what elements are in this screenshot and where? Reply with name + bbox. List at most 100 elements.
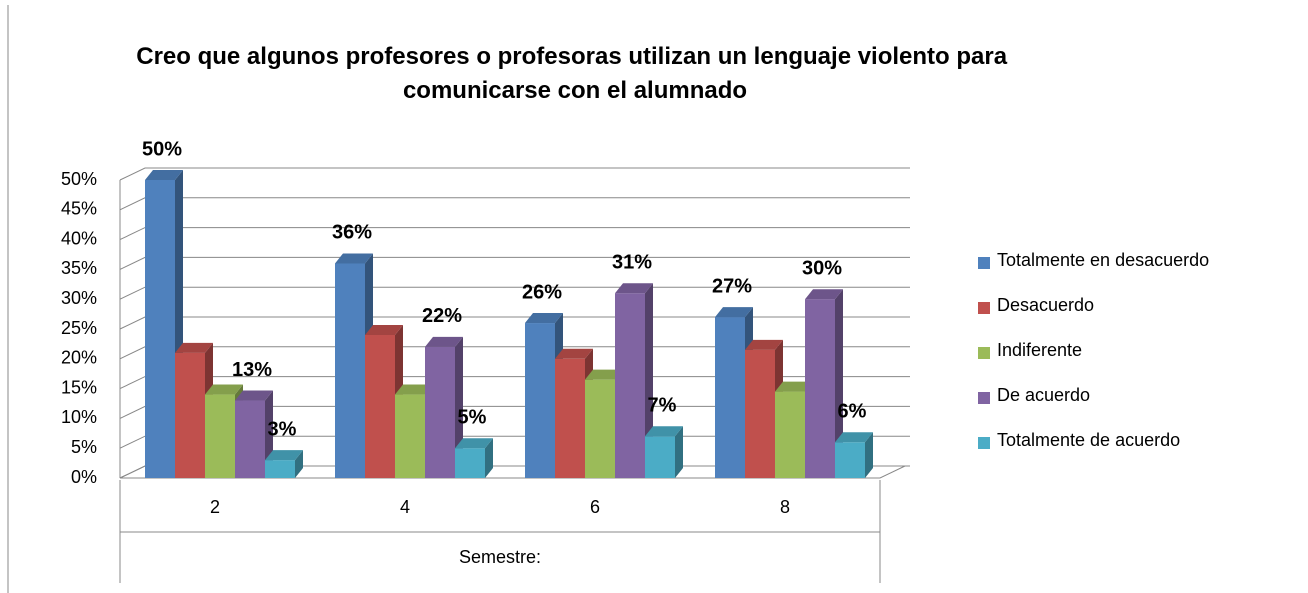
bar-side — [485, 438, 493, 478]
bar — [645, 426, 683, 478]
legend-label: Indiferente — [997, 340, 1082, 360]
grid-line — [119, 227, 910, 241]
value-label: 22% — [422, 305, 462, 327]
bar-front — [265, 460, 295, 478]
grid-line — [119, 167, 910, 181]
y-tick-label: 0% — [71, 467, 97, 487]
bar-side — [675, 426, 683, 478]
bar — [425, 336, 463, 478]
bar-front — [615, 293, 645, 478]
bar-front — [365, 334, 395, 478]
bar-top — [715, 307, 753, 318]
y-tick-label: 15% — [61, 377, 97, 397]
legend-label: Totalmente en desacuerdo — [997, 250, 1209, 270]
x-tick-label: 2 — [210, 497, 220, 517]
bar-top — [525, 313, 563, 324]
bar-front — [235, 400, 265, 478]
bar — [145, 170, 183, 478]
bar-front — [555, 358, 585, 478]
bar-top — [365, 324, 403, 335]
value-label: 13% — [232, 359, 272, 381]
bar-front — [835, 442, 865, 478]
grid-line — [119, 197, 910, 211]
x-axis-label: Semestre: — [459, 547, 541, 567]
x-tick-label: 8 — [780, 497, 790, 517]
bar-front — [745, 349, 775, 478]
value-label: 3% — [268, 418, 297, 440]
bar-front — [715, 317, 745, 478]
legend-swatch — [978, 302, 990, 314]
bar — [265, 450, 303, 478]
y-tick-label: 50% — [61, 169, 97, 189]
y-tick-label: 25% — [61, 318, 97, 338]
legend-swatch — [978, 392, 990, 404]
value-label: 30% — [802, 257, 842, 279]
legend-swatch — [978, 347, 990, 359]
bar-front — [455, 448, 485, 478]
y-tick-label: 35% — [61, 258, 97, 278]
bar-front — [205, 394, 235, 478]
grid-line — [119, 256, 910, 270]
bar-top — [805, 289, 843, 300]
bar-front — [585, 379, 615, 478]
bar-side — [835, 289, 843, 478]
bar — [455, 438, 493, 478]
title-line: comunicarse con el alumnado — [403, 77, 747, 104]
bar-top — [745, 339, 783, 350]
grid-line — [119, 346, 910, 360]
bar-side — [295, 450, 303, 478]
y-tick-label: 5% — [71, 437, 97, 457]
bar-top — [455, 438, 493, 449]
category-table — [119, 480, 881, 583]
bar-top — [235, 390, 273, 401]
bar — [175, 342, 213, 478]
legend-swatch — [978, 437, 990, 449]
bar — [805, 289, 843, 478]
bar-front — [805, 299, 835, 478]
x-tick-label: 6 — [590, 497, 600, 517]
chart-title: Creo que algunos profesores o profesoras… — [136, 43, 1014, 104]
bar-top — [335, 253, 373, 264]
bar-top — [395, 384, 433, 395]
legend-label: De acuerdo — [997, 385, 1090, 405]
y-tick-label: 30% — [61, 288, 97, 308]
bar-front — [775, 391, 805, 478]
bar-top — [585, 369, 623, 380]
bar-top — [835, 432, 873, 443]
bar-top — [205, 384, 243, 395]
bar-front — [425, 346, 455, 478]
bar-top — [645, 426, 683, 437]
bar-top — [425, 336, 463, 347]
grid-line — [119, 316, 910, 330]
bar-front — [145, 180, 175, 478]
legend-swatch — [978, 257, 990, 269]
value-label: 27% — [712, 275, 752, 297]
bar-front — [395, 394, 425, 478]
value-label: 7% — [648, 395, 677, 417]
bar — [835, 432, 873, 478]
value-label: 5% — [458, 406, 487, 428]
bar-front — [175, 352, 205, 478]
bar-front — [525, 323, 555, 478]
y-tick-label: 45% — [61, 199, 97, 219]
legend-label: Totalmente de acuerdo — [997, 430, 1180, 450]
grid-line — [119, 286, 910, 300]
y-tick-label: 20% — [61, 348, 97, 368]
title-line: Creo que algunos profesores o profesoras… — [136, 43, 1007, 70]
bar-top — [175, 342, 213, 353]
bar-top — [555, 348, 593, 359]
bar-top — [265, 450, 303, 461]
value-label: 50% — [142, 138, 182, 160]
bar-front — [335, 263, 365, 478]
bar-top — [145, 170, 183, 180]
value-label: 31% — [612, 252, 652, 274]
value-label: 36% — [332, 222, 372, 244]
legend-label: Desacuerdo — [997, 295, 1094, 315]
y-tick-label: 10% — [61, 407, 97, 427]
bar-side — [865, 432, 873, 478]
bar-top — [615, 283, 653, 294]
y-tick-label: 40% — [61, 228, 97, 248]
value-label: 26% — [522, 281, 562, 303]
bar-top — [775, 381, 813, 392]
